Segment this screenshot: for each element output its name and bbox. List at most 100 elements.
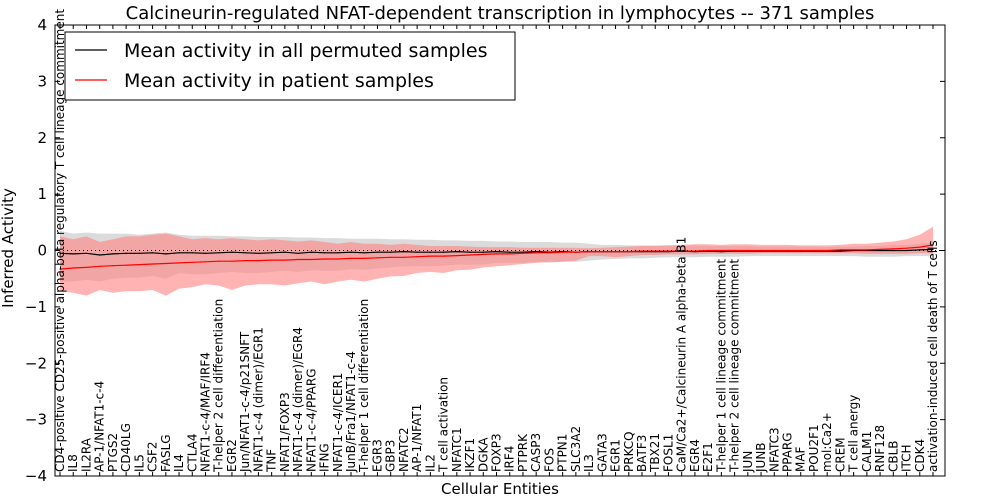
x-tick-label: IL3 — [582, 454, 596, 472]
point-series-1-64 — [905, 247, 908, 249]
point-series-0-26 — [403, 251, 405, 253]
point-series-0-13 — [231, 251, 233, 253]
x-tick-label: SLC3A2 — [569, 426, 583, 472]
x-tick-label: FOSL1 — [662, 434, 676, 472]
point-series-1-16 — [271, 259, 273, 261]
point-series-1-43 — [628, 251, 630, 253]
x-tick-label: CREM — [833, 437, 847, 472]
y-tick-label: −2 — [25, 354, 47, 372]
x-tick-label: JUN — [741, 451, 755, 473]
point-series-1-1 — [72, 267, 74, 269]
point-series-1-48 — [694, 250, 696, 252]
plot-frame — [54, 24, 946, 477]
point-series-1-55 — [786, 249, 789, 252]
point-series-0-31 — [469, 251, 471, 253]
x-tick-label: AP-1/NFAT1-c-4 — [93, 381, 107, 472]
point-series-1-58 — [826, 249, 828, 252]
point-series-1-28 — [429, 255, 431, 257]
point-series-1-53 — [760, 249, 762, 252]
point-series-1-11 — [204, 261, 207, 263]
x-tick-label: IL5 — [132, 454, 146, 472]
point-series-1-23 — [363, 257, 365, 259]
point-series-1-4 — [112, 265, 114, 267]
y-tick-label: 2 — [37, 129, 47, 147]
point-series-1-60 — [853, 249, 855, 251]
point-series-0-23 — [363, 252, 365, 254]
y-axis: −4 −3 −2 −1 0 1 2 3 4 — [25, 16, 945, 485]
legend-box — [64, 31, 516, 101]
point-series-1-62 — [879, 248, 881, 250]
x-axis-label: Cellular Entities — [441, 480, 559, 498]
x-tick-label: CD40LG — [119, 423, 133, 472]
point-series-1-54 — [773, 249, 775, 252]
point-series-1-21 — [337, 258, 339, 260]
point-series-0-17 — [284, 251, 286, 253]
point-series-0-64 — [905, 249, 908, 252]
point-series-1-29 — [443, 255, 445, 257]
x-tick-label: EGR4 — [688, 439, 702, 472]
point-series-0-7 — [152, 252, 154, 254]
point-series-0-0 — [59, 252, 61, 254]
x-tick-label: JUNB — [754, 442, 768, 473]
point-series-0-14 — [244, 252, 246, 254]
point-series-1-45 — [654, 250, 656, 252]
point-series-1-38 — [562, 251, 564, 253]
x-tick-label: CaM/Ca2+/Calcineurin A alpha-beta B1 — [675, 237, 689, 472]
x-tick-label: NFATC1 — [450, 427, 464, 472]
y-axis-label: Inferred Activity — [0, 188, 17, 308]
x-tick-label: TBX21 — [648, 433, 662, 473]
x-axis-ticks — [59, 25, 934, 476]
point-series-1-57 — [813, 249, 815, 252]
point-series-1-36 — [535, 252, 537, 254]
point-series-0-6 — [138, 252, 140, 254]
point-series-1-40 — [588, 251, 590, 253]
x-tick-label: TNF — [265, 449, 279, 473]
point-series-1-33 — [495, 253, 498, 255]
point-series-1-42 — [614, 251, 617, 253]
point-series-1-19 — [310, 258, 312, 261]
x-tick-label: CDK4 — [913, 439, 927, 472]
x-tick-label: E2F1 — [701, 442, 715, 472]
point-series-1-44 — [641, 250, 643, 252]
y-tick-label: 0 — [37, 242, 47, 260]
point-series-1-61 — [866, 249, 868, 251]
point-series-1-51 — [734, 249, 736, 252]
point-series-0-20 — [323, 252, 326, 254]
point-series-1-41 — [601, 251, 603, 253]
x-tick-label: CSF2 — [146, 441, 160, 472]
point-series-1-24 — [376, 257, 379, 259]
legend-label-patient: Mean activity in patient samples — [124, 70, 434, 92]
point-series-0-2 — [85, 252, 88, 254]
legend-label-permuted: Mean activity in all permuted samples — [124, 40, 487, 62]
point-series-1-5 — [125, 264, 127, 266]
x-tick-label: T-helper 1 cell differentiation — [357, 299, 371, 473]
x-tick-label: PTPN1 — [556, 434, 570, 472]
point-series-0-62 — [879, 249, 881, 252]
point-series-0-22 — [350, 251, 352, 253]
x-tick-label: IKZF1 — [463, 438, 477, 472]
point-series-0-35 — [522, 251, 524, 253]
point-series-0-24 — [376, 251, 379, 253]
y-tick-label: 4 — [37, 16, 47, 34]
point-series-0-30 — [456, 251, 458, 253]
x-tick-label: IFNG — [318, 443, 332, 472]
x-tick-label: NFAT1/FOXP3 — [278, 392, 292, 472]
point-series-1-32 — [482, 253, 484, 255]
band-series-1 — [60, 226, 933, 296]
point-series-1-2 — [85, 266, 88, 268]
series-lines — [59, 244, 934, 270]
x-tick-label: T cell anergy — [847, 395, 861, 473]
point-series-0-5 — [125, 252, 127, 254]
point-series-1-17 — [284, 259, 286, 261]
x-tick-label: mol:Ca2+ — [820, 412, 834, 472]
point-series-0-18 — [297, 252, 299, 254]
point-series-1-9 — [178, 262, 180, 264]
y-tick-label: −1 — [25, 298, 47, 316]
point-series-1-34 — [509, 253, 511, 255]
x-tick-label: ITCH — [900, 444, 914, 472]
point-series-0-27 — [416, 251, 418, 253]
x-tick-label: activation-induced cell death of T cells — [926, 240, 940, 472]
x-tick-label: IL2 — [423, 454, 437, 472]
point-series-0-21 — [337, 252, 339, 254]
